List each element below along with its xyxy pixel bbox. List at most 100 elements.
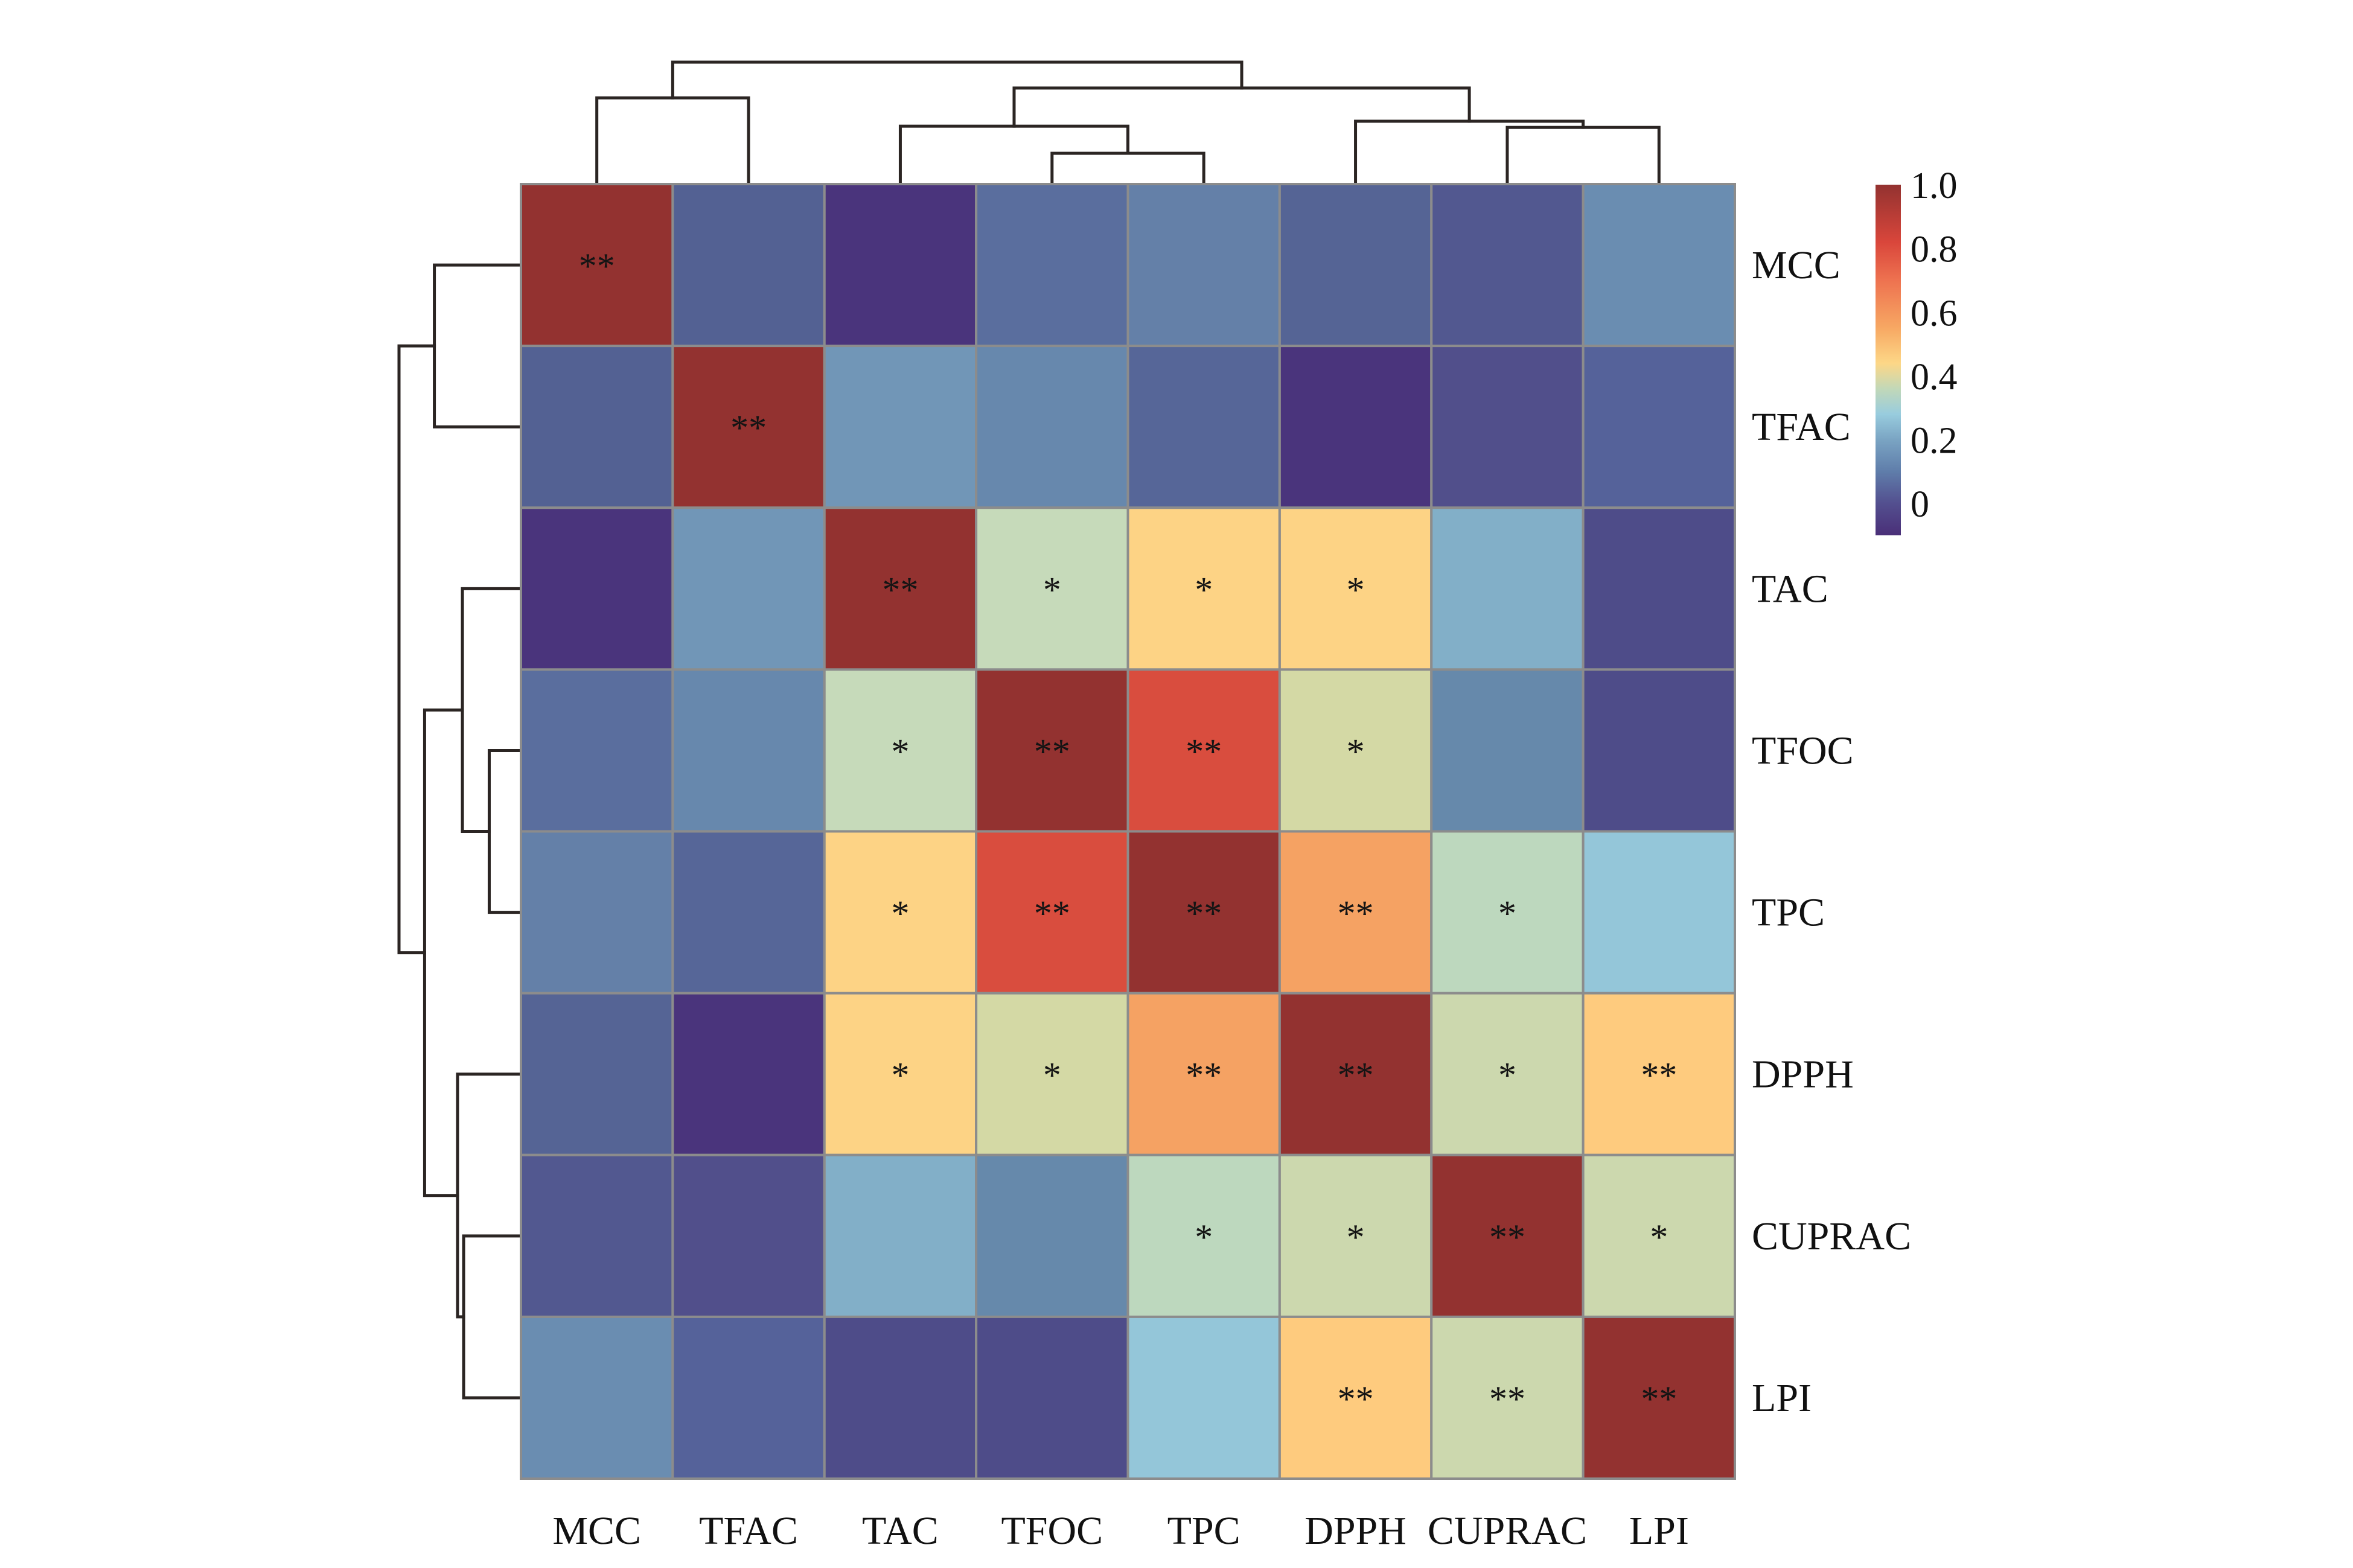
heatmap-cell bbox=[671, 506, 826, 671]
heatmap-cell bbox=[1430, 830, 1585, 995]
significance-mark: ** bbox=[579, 246, 615, 286]
significance-mark: * bbox=[1498, 894, 1516, 934]
row-label: TAC bbox=[1752, 567, 1828, 611]
heatmap-cell bbox=[975, 183, 1129, 348]
significance-mark: ** bbox=[1489, 1217, 1525, 1257]
heatmap-cell bbox=[1278, 668, 1433, 833]
column-labels: MCC TFAC TAC TFOC TPC DPPH CUPRAC LPI bbox=[552, 1509, 1688, 1553]
significance-mark: ** bbox=[1641, 1379, 1677, 1419]
column-label: TAC bbox=[862, 1509, 939, 1553]
row-label: LPI bbox=[1752, 1376, 1812, 1420]
heatmap-cell bbox=[1126, 1315, 1281, 1480]
heatmap-cell bbox=[1430, 668, 1585, 833]
heatmap-cell bbox=[520, 1153, 674, 1318]
heatmap-cell bbox=[1430, 183, 1585, 348]
colorbar-tick-label: 0 bbox=[1911, 484, 1929, 525]
column-label: TPC bbox=[1167, 1509, 1240, 1553]
dendrogram-link bbox=[461, 587, 523, 833]
dendrogram-link bbox=[1354, 120, 1585, 187]
heatmap-cell bbox=[823, 506, 978, 671]
heatmap-cell bbox=[1582, 1315, 1736, 1480]
heatmap-cell bbox=[1430, 992, 1585, 1156]
heatmap-cell bbox=[1278, 506, 1433, 671]
heatmap-cell bbox=[1126, 183, 1281, 348]
heatmap-cell bbox=[823, 183, 978, 348]
heatmap-cell bbox=[1582, 1153, 1736, 1318]
top-dendrogram bbox=[595, 60, 1661, 187]
significance-mark: ** bbox=[1489, 1379, 1525, 1419]
heatmap-cell bbox=[975, 992, 1129, 1156]
column-label: TFAC bbox=[699, 1509, 798, 1553]
column-label: DPPH bbox=[1304, 1509, 1406, 1553]
heatmap-cell bbox=[823, 668, 978, 833]
dendrogram-link bbox=[671, 60, 1244, 100]
significance-mark: ** bbox=[882, 570, 918, 610]
significance-mark: * bbox=[891, 1056, 909, 1095]
row-labels: MCC TFAC TAC TFOC TPC DPPH CUPRAC LPI bbox=[1752, 243, 1911, 1420]
row-label: MCC bbox=[1752, 243, 1841, 287]
significance-mark: * bbox=[1347, 1217, 1365, 1257]
heatmap-cell bbox=[520, 183, 674, 348]
heatmap-cell bbox=[1582, 506, 1736, 671]
heatmap-cell bbox=[823, 830, 978, 995]
left-dendrogram bbox=[397, 263, 523, 1400]
significance-mark: * bbox=[1195, 1217, 1213, 1257]
colorbar-tick-label: 0.8 bbox=[1911, 229, 1958, 270]
heatmap-cell bbox=[975, 1153, 1129, 1318]
significance-mark: ** bbox=[1338, 894, 1374, 934]
column-label: MCC bbox=[552, 1509, 641, 1553]
heatmap-cell bbox=[520, 668, 674, 833]
colorbar-tick-label: 0.4 bbox=[1911, 357, 1958, 398]
heatmap-cell bbox=[823, 345, 978, 509]
heatmap-cell bbox=[671, 992, 826, 1156]
column-label: TFOC bbox=[1001, 1509, 1103, 1553]
significance-mark: ** bbox=[1338, 1379, 1374, 1419]
heatmap-cell bbox=[1430, 345, 1585, 509]
heatmap-cell bbox=[823, 1315, 978, 1480]
significance-mark: * bbox=[1043, 1056, 1061, 1095]
heatmap-cell bbox=[1582, 183, 1736, 348]
dendrogram-link bbox=[433, 263, 523, 429]
heatmap-cell bbox=[975, 1315, 1129, 1480]
heatmap-cell bbox=[1126, 830, 1281, 995]
heatmap-cell bbox=[823, 1153, 978, 1318]
heatmap-cell bbox=[671, 1315, 826, 1480]
heatmap-cell bbox=[1278, 345, 1433, 509]
heatmap-cell bbox=[1126, 992, 1281, 1156]
row-label: TFAC bbox=[1752, 405, 1851, 449]
dendrogram-link bbox=[487, 748, 523, 914]
heatmap-cell bbox=[975, 830, 1129, 995]
heatmap-cell bbox=[1126, 345, 1281, 509]
significance-mark: * bbox=[891, 731, 909, 771]
row-label: CUPRAC bbox=[1752, 1214, 1911, 1258]
heatmap-cell bbox=[1430, 1153, 1585, 1318]
dendrogram-link bbox=[595, 96, 750, 187]
colorbar-tick-label: 0.2 bbox=[1911, 421, 1958, 462]
heatmap-cell bbox=[671, 345, 826, 509]
heatmap-cell bbox=[1582, 345, 1736, 509]
heatmap-cell bbox=[671, 830, 826, 995]
heatmap-cell bbox=[1278, 1315, 1433, 1480]
dendrogram-link bbox=[1505, 126, 1661, 187]
colorbar-tick-label: 1.0 bbox=[1911, 165, 1958, 206]
heatmap-cell bbox=[520, 345, 674, 509]
significance-mark: * bbox=[1498, 1056, 1516, 1095]
row-label: DPPH bbox=[1752, 1053, 1854, 1097]
heatmap-cell bbox=[1278, 183, 1433, 348]
heatmap-cell bbox=[1582, 830, 1736, 995]
heatmap-cell bbox=[671, 1153, 826, 1318]
colorbar-tick-labels: 1.0 0.8 0.6 0.4 0.2 0 bbox=[1911, 165, 1958, 525]
column-label: CUPRAC bbox=[1428, 1509, 1587, 1553]
significance-mark: ** bbox=[1034, 731, 1070, 771]
colorbar-gradient bbox=[1876, 185, 1901, 535]
dendrogram-link bbox=[462, 1234, 523, 1400]
heatmap-cell bbox=[1430, 506, 1585, 671]
significance-mark: ** bbox=[1186, 731, 1222, 771]
heatmap-cell bbox=[1278, 1153, 1433, 1318]
significance-mark: * bbox=[1195, 570, 1213, 610]
heatmap-cell bbox=[1582, 668, 1736, 833]
heatmap-cell bbox=[520, 992, 674, 1156]
significance-mark: ** bbox=[1186, 894, 1222, 934]
significance-mark: * bbox=[891, 894, 909, 934]
